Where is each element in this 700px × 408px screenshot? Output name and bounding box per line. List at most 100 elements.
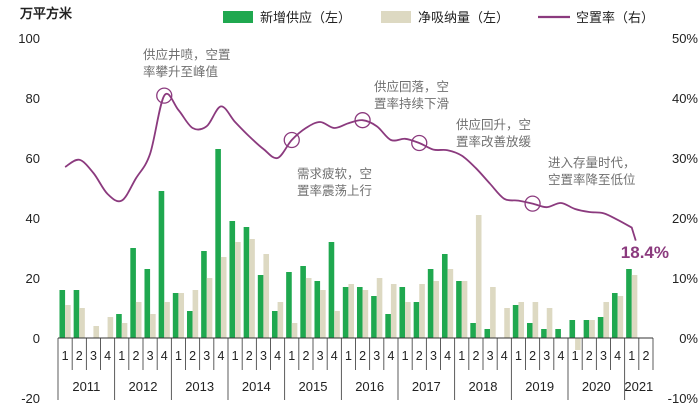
quarter-tick-label: 3 <box>317 349 324 363</box>
bar-new-supply <box>342 287 349 338</box>
bar-net-absorption <box>405 302 411 338</box>
bar-net-absorption <box>631 275 638 338</box>
bar-net-absorption <box>390 284 397 338</box>
quarter-tick-label: 4 <box>331 349 338 363</box>
annotation-text: 置率震荡上行 <box>297 183 372 198</box>
bar-new-supply <box>470 323 476 338</box>
bar-new-supply <box>583 320 590 338</box>
quarter-tick-label: 1 <box>62 349 69 363</box>
year-label: 2018 <box>469 379 498 394</box>
quarter-tick-label: 4 <box>387 349 394 363</box>
annotation-text: 置率改善放缓 <box>456 134 532 149</box>
bar-net-absorption <box>107 317 114 338</box>
quarter-tick-label: 2 <box>76 349 83 363</box>
annotation-text: 置率持续下滑 <box>374 96 449 111</box>
right-axis-tick-label: 0% <box>679 331 698 346</box>
bar-net-absorption <box>603 302 610 338</box>
bar-new-supply <box>399 287 406 338</box>
quarter-tick-label: 2 <box>642 349 649 363</box>
bar-net-absorption <box>362 290 369 338</box>
right-axis-tick-label: 50% <box>672 31 698 46</box>
year-label: 2014 <box>242 379 271 394</box>
bar-net-absorption <box>178 293 185 338</box>
bar-net-absorption <box>575 338 581 350</box>
quarter-tick-label: 2 <box>189 349 196 363</box>
bar-net-absorption <box>291 323 298 338</box>
bar-new-supply <box>286 272 292 338</box>
quarter-tick-label: 4 <box>274 349 281 363</box>
quarter-tick-label: 4 <box>501 349 508 363</box>
quarter-tick-label: 3 <box>260 349 267 363</box>
quarter-tick-label: 1 <box>345 349 352 363</box>
quarter-tick-label: 4 <box>614 349 621 363</box>
quarter-tick-label: 3 <box>147 349 154 363</box>
bar-new-supply <box>441 254 448 338</box>
bar-net-absorption <box>135 302 142 338</box>
bar-new-supply <box>172 293 179 338</box>
bar-net-absorption <box>121 323 128 338</box>
legend-label-absorption: 净吸纳量（左） <box>418 10 509 25</box>
quarter-tick-label: 3 <box>373 349 380 363</box>
bar-new-supply <box>541 329 547 338</box>
bar-new-supply <box>300 266 306 338</box>
quarter-tick-label: 3 <box>543 349 550 363</box>
quarter-tick-label: 2 <box>529 349 536 363</box>
bar-net-absorption <box>192 290 199 338</box>
bar-new-supply <box>328 242 335 338</box>
quarter-tick-label: 4 <box>557 349 564 363</box>
year-label: 2016 <box>355 379 384 394</box>
bar-new-supply <box>555 329 561 338</box>
bar-net-absorption <box>461 281 468 338</box>
quarter-tick-label: 2 <box>246 349 253 363</box>
quarter-tick-label: 1 <box>175 349 182 363</box>
legend-label-vacancy: 空置率（右） <box>576 10 654 25</box>
bar-new-supply <box>243 227 250 338</box>
quarter-tick-label: 2 <box>416 349 423 363</box>
quarter-tick-label: 3 <box>90 349 97 363</box>
quarter-tick-label: 1 <box>232 349 239 363</box>
annotation-marker <box>354 112 371 129</box>
bar-new-supply <box>512 305 519 338</box>
quarter-tick-label: 1 <box>572 349 579 363</box>
bar-net-absorption <box>164 302 170 338</box>
annotation-text: 供应井喷，空置 <box>143 47 231 62</box>
quarter-tick-label: 1 <box>288 349 295 363</box>
annotation-text: 供应回升，空 <box>456 117 531 132</box>
right-axis-tick-label: 30% <box>672 151 698 166</box>
bar-new-supply <box>116 314 122 338</box>
bar-net-absorption <box>93 326 100 338</box>
quarter-tick-label: 3 <box>203 349 210 363</box>
bar-new-supply <box>456 281 462 338</box>
bar-new-supply <box>257 275 264 338</box>
bar-new-supply <box>73 290 80 338</box>
left-axis-tick-label: 80 <box>26 91 40 106</box>
bar-net-absorption <box>447 269 454 338</box>
bar-net-absorption <box>320 290 326 338</box>
bar-new-supply <box>130 248 136 338</box>
bar-net-absorption <box>65 305 71 338</box>
annotation-text: 需求疲软，空 <box>297 166 372 181</box>
bar-new-supply <box>371 296 377 338</box>
bar-new-supply <box>229 221 236 338</box>
bar-new-supply <box>271 311 278 338</box>
legend-swatch-absorption <box>381 11 411 23</box>
bar-new-supply <box>597 317 604 338</box>
year-label: 2019 <box>525 379 554 394</box>
annotation-marker <box>283 131 300 149</box>
bar-new-supply <box>413 302 420 338</box>
vacancy-rate-line <box>64 93 637 241</box>
bar-net-absorption <box>518 302 525 338</box>
right-axis-tick-label: -10% <box>668 391 699 406</box>
bar-new-supply <box>427 269 434 338</box>
quarter-tick-label: 1 <box>628 349 635 363</box>
bar-net-absorption <box>150 314 156 338</box>
bar-net-absorption <box>206 278 213 338</box>
right-axis-tick-label: 40% <box>672 91 698 106</box>
bar-new-supply <box>385 314 391 338</box>
bar-new-supply <box>59 290 66 338</box>
bar-net-absorption <box>79 308 85 338</box>
legend-label-supply: 新增供应（左） <box>260 10 351 25</box>
bar-new-supply <box>144 269 151 338</box>
bar-new-supply <box>356 287 363 338</box>
